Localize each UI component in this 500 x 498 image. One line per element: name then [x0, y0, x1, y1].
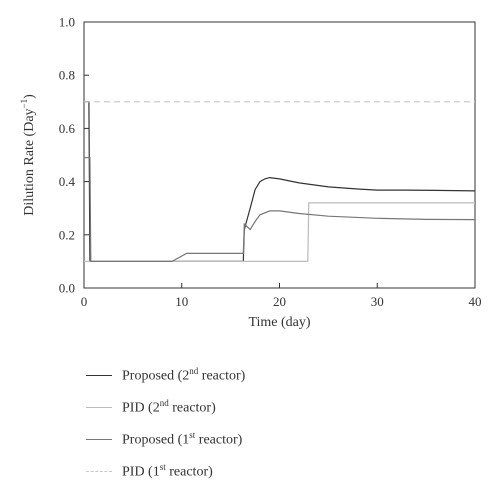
y-tick-label: 0.8	[59, 68, 75, 83]
x-axis-title: Time (day)	[248, 315, 310, 330]
legend-item-proposed-1st: Proposed (1st reactor)	[86, 422, 446, 454]
line-chart: 0 10 20 30 40 0.00.20.40.60.81.0 Time (day) …	[19, 15, 482, 331]
x-tick-label: 10	[175, 294, 188, 309]
legend-swatch-pid-1st	[86, 471, 112, 472]
y-axis-title: Dilution Rate (Day−1)	[19, 94, 37, 216]
legend-swatch-proposed-1st	[86, 439, 112, 440]
series-line-2	[84, 157, 476, 262]
legend-item-pid-2nd: PID (2nd reactor)	[86, 390, 446, 422]
series-line-0	[84, 101, 476, 262]
y-axis-title-close: )	[22, 94, 37, 99]
legend-swatch-proposed-2nd	[86, 375, 112, 376]
y-axis-title-main: Dilution Rate (Day	[22, 108, 37, 215]
legend-item-proposed-2nd: Proposed (2nd reactor)	[86, 358, 446, 390]
x-tick-label: 20	[273, 294, 286, 309]
legend-label-proposed-1st: Proposed (1st reactor)	[122, 430, 243, 448]
y-tick-label: 0.4	[59, 174, 76, 189]
chart-legend: Proposed (2nd reactor) PID (2nd reactor)…	[86, 358, 446, 486]
y-tick-label: 1.0	[59, 15, 75, 30]
legend-swatch-pid-2nd	[86, 407, 112, 408]
legend-label-pid-1st: PID (1st reactor)	[122, 462, 213, 480]
y-tick-label: 0.2	[59, 227, 75, 242]
y-tick-label: 0.6	[59, 121, 76, 136]
legend-label-proposed-2nd: Proposed (2nd reactor)	[122, 366, 246, 384]
plot-frame	[83, 21, 476, 289]
x-tick-label: 0	[81, 294, 88, 309]
plot-area	[83, 21, 476, 289]
series-line-1	[84, 202, 475, 262]
y-axis-ticks: 0.0 0.2 0.4 0.6 0.8 1.0	[59, 15, 89, 296]
y-tick-label: 0.0	[59, 281, 75, 296]
x-tick-label: 40	[469, 294, 482, 309]
x-tick-label: 30	[371, 294, 384, 309]
y-axis-title-sup: −1	[19, 99, 29, 109]
x-axis-ticks: 0 10 20 30 40	[81, 283, 482, 309]
legend-label-pid-2nd: PID (2nd reactor)	[122, 398, 216, 416]
legend-item-pid-1st: PID (1st reactor)	[86, 454, 446, 486]
